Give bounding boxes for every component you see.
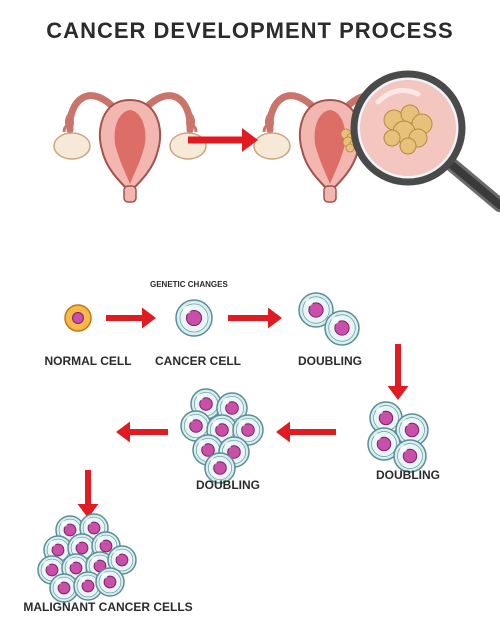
genetic-changes-label: GENETIC CHANGES	[150, 280, 228, 289]
stage-label: DOUBLING	[260, 354, 400, 368]
stage-label: DOUBLING	[158, 478, 298, 492]
flow-arrow	[388, 344, 409, 400]
uterus-illustration	[54, 96, 206, 202]
flow-arrow	[106, 308, 156, 329]
diagram-canvas	[0, 0, 500, 626]
stage-label: MALIGNANT CANCER CELLS	[18, 600, 198, 614]
flow-arrow	[276, 422, 336, 443]
flow-arrow	[228, 308, 282, 329]
stage-label: CANCER CELL	[128, 354, 268, 368]
cancer-cell	[325, 311, 359, 345]
cancer-cell	[176, 300, 212, 336]
stage-label: DOUBLING	[338, 468, 478, 482]
cancer-cell	[96, 568, 124, 596]
magnifier-icon	[354, 74, 500, 205]
flow-arrow	[78, 470, 99, 518]
flow-arrow	[116, 422, 168, 443]
normal-cell	[65, 305, 91, 331]
